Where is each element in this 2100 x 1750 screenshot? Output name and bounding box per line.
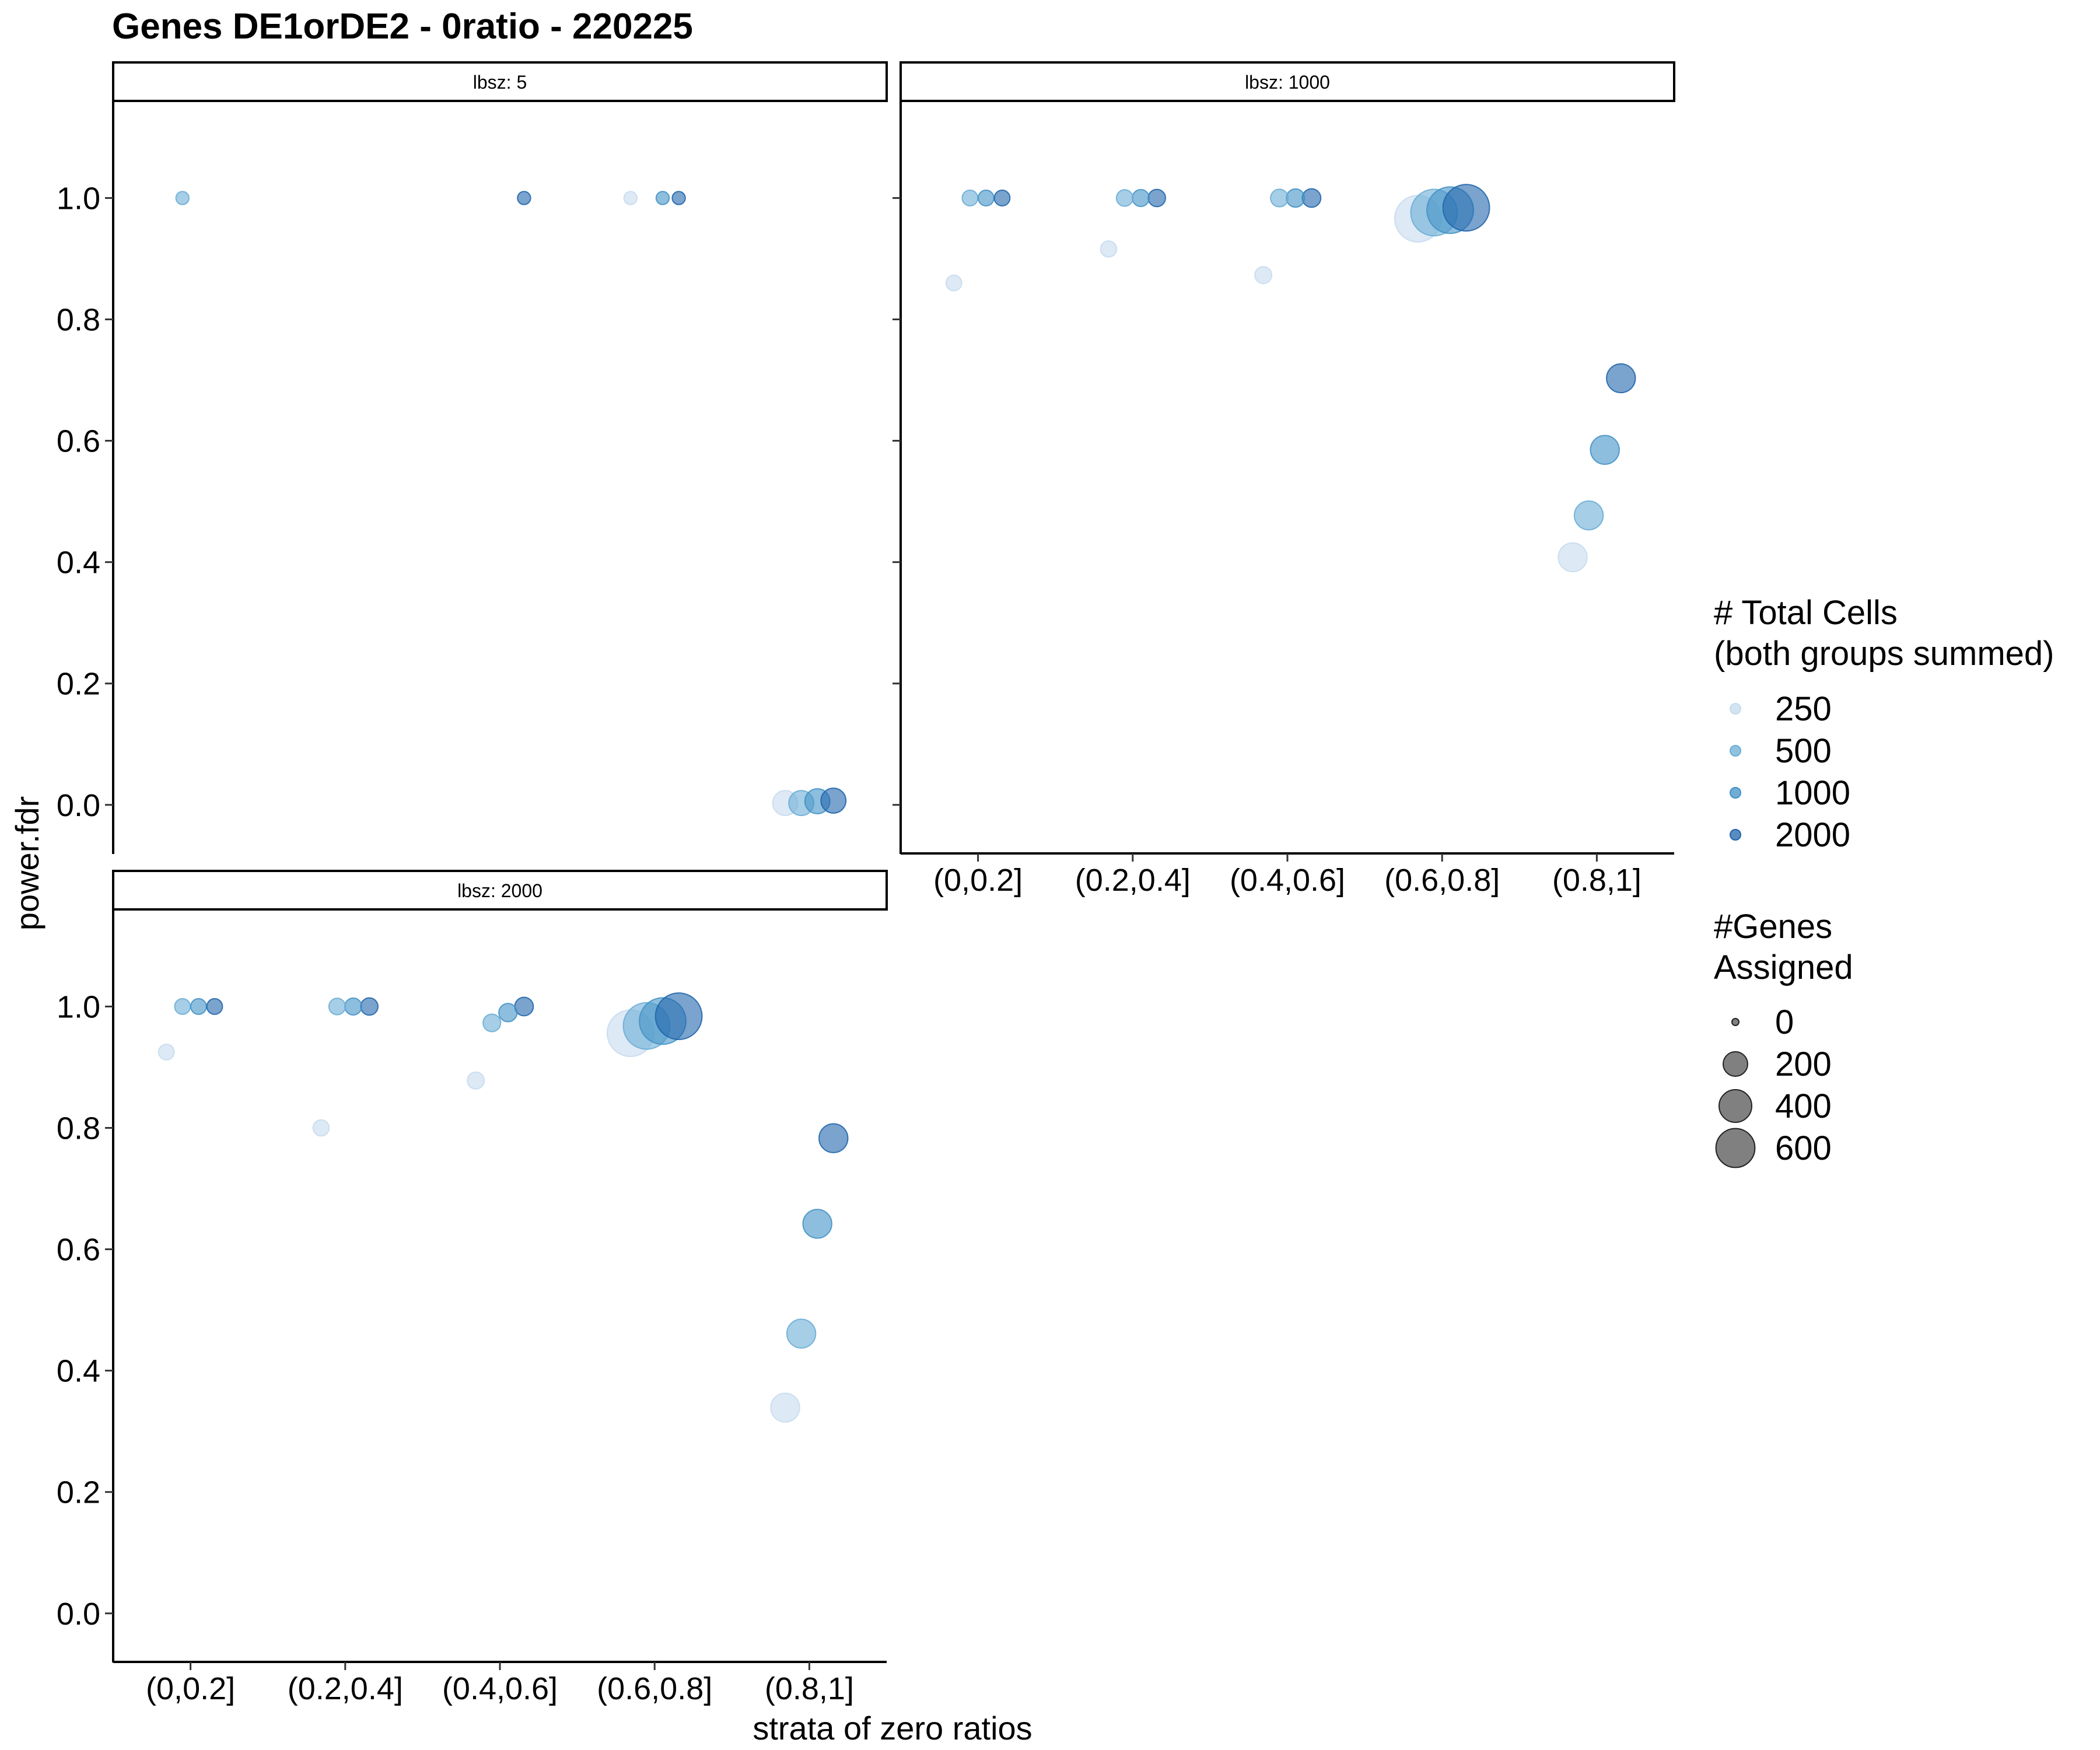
data-point (770, 1392, 800, 1423)
x-tick-label: (0.2,0.4] (288, 1671, 403, 1706)
legend-color-key (1730, 703, 1741, 715)
data-point (945, 274, 963, 292)
data-point (993, 190, 1011, 206)
y-tick-label: 0.0 (57, 1597, 100, 1632)
legend-color-key (1730, 745, 1741, 757)
data-point (1270, 188, 1289, 208)
y-tick-label: 1.0 (57, 989, 100, 1024)
y-tick-label: 1.0 (57, 181, 100, 216)
legend-size-key (1715, 1128, 1756, 1168)
data-point (206, 998, 223, 1015)
data-point (498, 1003, 518, 1023)
legend-color-label: 1000 (1775, 774, 1850, 812)
y-tick-label: 0.2 (57, 667, 100, 702)
legend-color-label: 2000 (1775, 816, 1850, 854)
data-point (655, 191, 670, 205)
x-tick-label: (0,0.2] (146, 1671, 235, 1706)
legend-size-title: #Genes (1714, 908, 1832, 946)
facet-strip-label: lbsz: 1000 (1245, 72, 1330, 93)
data-point (1573, 500, 1604, 531)
legend-color-label: 250 (1775, 690, 1832, 728)
legend-color-key (1730, 829, 1741, 841)
legend-size-subtitle: Assigned (1714, 949, 1853, 986)
legend-color-subtitle: (both groups summed) (1714, 635, 2054, 673)
y-tick-label: 0.2 (57, 1475, 100, 1510)
data-point (1590, 435, 1620, 465)
y-tick-label: 0.6 (57, 1233, 100, 1268)
data-point (344, 997, 363, 1016)
legend-size-label: 400 (1775, 1087, 1832, 1125)
legend-color-key (1730, 787, 1741, 799)
facet-panel: lbsz: 2000 0.0 0.2 0.4 0.6 0.8 1.0 (0,0.2] (0.2,… (57, 870, 888, 1706)
data-point (174, 998, 191, 1015)
legend-size-label: 200 (1775, 1045, 1832, 1083)
x-axis-title: strata of zero ratios (752, 1710, 1032, 1746)
facet-strip-label: lbsz: 2000 (457, 880, 542, 901)
data-point (312, 1119, 330, 1137)
data-point (1147, 188, 1166, 208)
legend-size-label: 600 (1775, 1129, 1832, 1167)
legend-size-key (1731, 1018, 1740, 1026)
x-tick-label: (0.6,0.8] (1384, 863, 1500, 898)
facet-strip (112, 870, 888, 911)
data-point (1132, 188, 1150, 207)
data-point (1558, 542, 1588, 573)
legend-color-label: 500 (1775, 732, 1832, 770)
data-point (671, 191, 686, 205)
legend-size-label: 0 (1775, 1003, 1794, 1041)
facet-strip (112, 61, 888, 102)
facet-panel: lbsz: 1000 (0,0.2] (0.2,0.4] (0.4,0.6] (0.6,… (892, 61, 1675, 898)
data-point (158, 1044, 175, 1060)
data-point (961, 190, 979, 206)
legend: # Total Cells(both groups summed) 250 500 1… (1714, 594, 2054, 1168)
y-tick-label: 0.8 (57, 1111, 100, 1146)
facet-panels: lbsz: 5 0.0 0.2 0.4 0.6 0.8 1.0 lbsz: 1000 (0,0.… (57, 61, 1675, 1706)
x-tick-label: (0.8,1] (1552, 863, 1642, 898)
data-point (1286, 188, 1306, 208)
data-point (1254, 266, 1273, 285)
facet-panel: lbsz: 5 0.0 0.2 0.4 0.6 0.8 1.0 (57, 61, 888, 854)
data-point (360, 997, 379, 1016)
x-tick-label: (0.6,0.8] (597, 1671, 712, 1706)
data-point (1115, 189, 1134, 207)
legend-color-title: # Total Cells (1714, 594, 1898, 632)
data-point (623, 191, 638, 205)
facet-strip (900, 61, 1675, 102)
y-tick-label: 0.4 (57, 1354, 100, 1389)
y-axis-title: power.fdr (9, 796, 46, 930)
data-point (654, 992, 703, 1040)
data-point (1100, 240, 1118, 258)
x-tick-label: (0.2,0.4] (1075, 863, 1191, 898)
data-point (467, 1071, 485, 1090)
data-point (1606, 363, 1636, 394)
data-point (1442, 184, 1490, 232)
data-point (818, 1123, 849, 1153)
x-tick-label: (0.4,0.6] (442, 1671, 558, 1706)
x-tick-label: (0.4,0.6] (1230, 863, 1345, 898)
y-tick-label: 0.4 (57, 545, 100, 580)
legend-size-key (1723, 1051, 1748, 1077)
x-tick-label: (0.8,1] (765, 1671, 854, 1706)
data-point (786, 1318, 817, 1349)
data-point (328, 998, 346, 1016)
y-tick-label: 0.8 (57, 303, 100, 338)
data-point (482, 1013, 502, 1032)
data-point (517, 191, 531, 205)
legend-size-key (1718, 1089, 1752, 1123)
x-tick-label: (0,0.2] (933, 863, 1023, 898)
data-point (820, 788, 847, 814)
y-tick-label: 0.0 (57, 788, 100, 823)
chart-title: Genes DE1orDE2 - 0ratio - 220225 (112, 6, 693, 47)
data-point (802, 1209, 832, 1239)
data-point (190, 998, 207, 1015)
facet-strip-label: lbsz: 5 (473, 72, 527, 93)
data-point (977, 190, 995, 206)
data-point (175, 191, 190, 205)
y-tick-label: 0.6 (57, 424, 100, 459)
